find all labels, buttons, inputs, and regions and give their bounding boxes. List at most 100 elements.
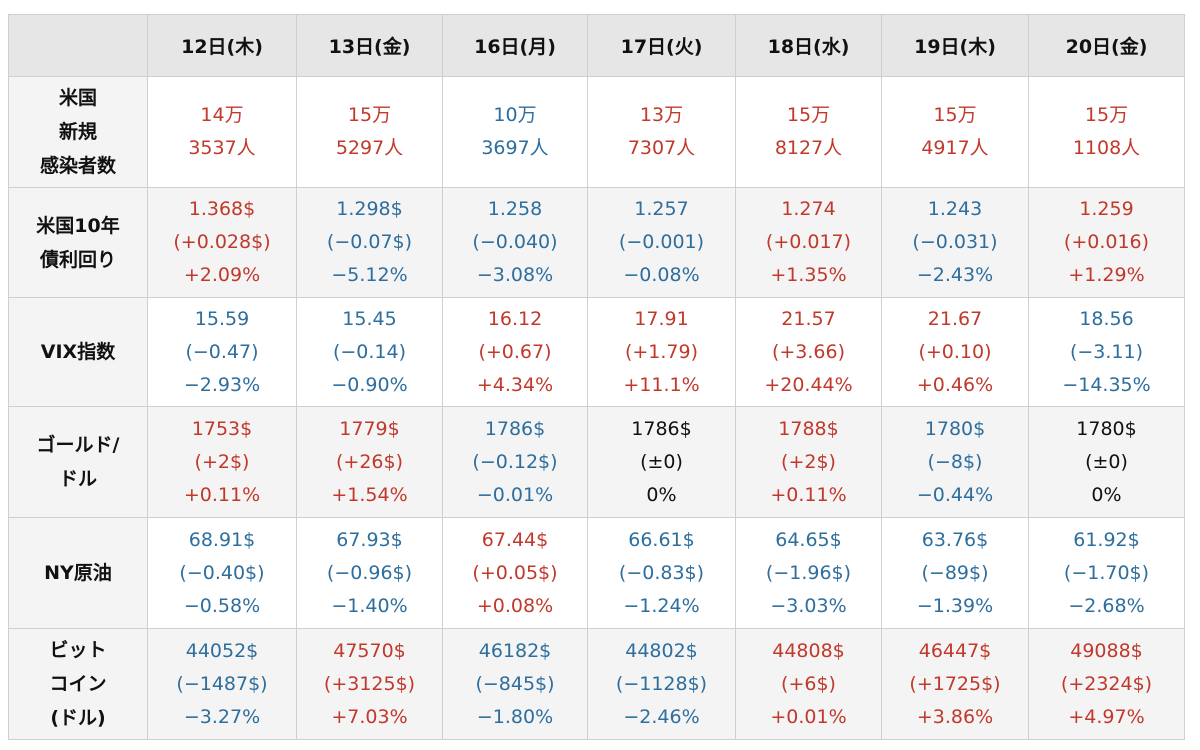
data-cell: 66.61$ (−0.83$) −1.24% bbox=[587, 517, 736, 629]
data-cell: 64.65$ (−1.96$) −3.03% bbox=[735, 517, 882, 629]
cell-value-line: −5.12% bbox=[331, 264, 408, 286]
table-row: 米国10年 債利回り 1.368$ (+0.028$) +2.09% 1.298$ (−0.… bbox=[8, 187, 1185, 298]
cell-value-line: 1780$ bbox=[1076, 417, 1137, 440]
cell-value-line: (−1.70$) bbox=[1063, 561, 1150, 584]
cell-value-line: 8127人 bbox=[774, 137, 843, 159]
cell-value-line: 1.368$ bbox=[188, 198, 256, 220]
row-header-line: 米国 bbox=[58, 87, 97, 109]
cell-value-line: 1.274 bbox=[781, 198, 836, 220]
cell-value-line: 44802$ bbox=[625, 639, 698, 662]
data-cell: 15万 1108人 bbox=[1028, 76, 1185, 188]
data-cell: 1753$ (+2$) +0.11% bbox=[147, 406, 297, 518]
cell-value-line: (+0.10) bbox=[918, 340, 992, 363]
data-cell: 21.57 (+3.66) +20.44% bbox=[735, 297, 882, 407]
column-header: 19日(木) bbox=[881, 14, 1029, 77]
cell-value-line: +0.11% bbox=[183, 483, 261, 506]
data-cell: 61.92$ (−1.70$) −2.68% bbox=[1028, 517, 1185, 629]
row-header-line: 米国10年 bbox=[36, 214, 120, 237]
cell-value-line: +2.09% bbox=[183, 264, 261, 286]
data-cell: 47570$ (+3125$) +7.03% bbox=[296, 628, 443, 740]
data-cell: 1780$ (±0) 0% bbox=[1028, 406, 1185, 518]
cell-value-line: 47570$ bbox=[333, 639, 406, 662]
cell-value-line: (+2$) bbox=[194, 450, 250, 473]
cell-value-line: −1.24% bbox=[623, 594, 700, 617]
header-corner-cell bbox=[8, 14, 148, 77]
column-header: 16日(月) bbox=[442, 14, 588, 77]
cell-value-line: (+1725$) bbox=[909, 672, 1001, 695]
data-cell: 21.67 (+0.10) +0.46% bbox=[881, 297, 1029, 407]
data-cell: 46182$ (−845$) −1.80% bbox=[442, 628, 588, 740]
data-cell: 10万 3697人 bbox=[442, 76, 588, 188]
row-header: ゴールド/ドル bbox=[8, 406, 148, 518]
cell-value-line: +0.11% bbox=[770, 483, 847, 506]
cell-value-line: (−0.001) bbox=[618, 231, 705, 253]
cell-value-line: 67.44$ bbox=[481, 528, 549, 551]
data-cell: 1.368$ (+0.028$) +2.09% bbox=[147, 187, 297, 298]
cell-value-line: 21.67 bbox=[927, 307, 983, 330]
cell-value-line: (−89$) bbox=[921, 561, 989, 584]
cell-value-line: 15万 bbox=[347, 104, 392, 126]
data-cell: 67.93$ (−0.96$) −1.40% bbox=[296, 517, 443, 629]
cell-value-line: 13万 bbox=[639, 104, 684, 126]
cell-value-line: +4.97% bbox=[1068, 705, 1145, 728]
cell-value-line: +1.29% bbox=[1068, 264, 1145, 286]
cell-value-line: 44808$ bbox=[772, 639, 845, 662]
cell-value-line: 3697人 bbox=[481, 137, 549, 159]
row-header-line: ゴールド/ bbox=[36, 434, 120, 456]
cell-value-line: 0% bbox=[1091, 483, 1122, 506]
header-row: 12日(木) 13日(金) 16日(月) 17日(火) 18日(水) 19日(木… bbox=[8, 14, 1185, 77]
cell-value-line: 46182$ bbox=[478, 639, 552, 662]
cell-value-line: 0% bbox=[646, 483, 677, 506]
cell-value-line: 10万 bbox=[493, 104, 537, 126]
cell-value-line: −0.44% bbox=[916, 483, 994, 506]
data-cell: 15万 4917人 bbox=[881, 76, 1029, 188]
cell-value-line: 14万 bbox=[200, 104, 244, 126]
cell-value-line: +1.35% bbox=[770, 264, 847, 286]
column-header: 17日(火) bbox=[587, 14, 736, 77]
cell-value-line: 1.257 bbox=[634, 198, 689, 220]
table-row: 米国 新規 感染者数 14万 3537人 15万 5297人 10万 3697人 13万 7307人… bbox=[8, 76, 1185, 188]
cell-value-line: 61.92$ bbox=[1073, 528, 1140, 551]
cell-value-line: −2.46% bbox=[623, 705, 700, 728]
data-cell: 15万 5297人 bbox=[296, 76, 443, 188]
data-cell: 44052$ (−1487$) −3.27% bbox=[147, 628, 297, 740]
cell-value-line: (−0.83$) bbox=[618, 561, 705, 584]
cell-value-line: (+0.05$) bbox=[472, 561, 558, 584]
cell-value-line: 15万 bbox=[786, 104, 831, 126]
data-cell: 1.243 (−0.031) −2.43% bbox=[881, 187, 1029, 298]
cell-value-line: (+2$) bbox=[781, 450, 836, 473]
cell-value-line: (+1.79) bbox=[624, 340, 699, 363]
data-cell: 63.76$ (−89$) −1.39% bbox=[881, 517, 1029, 629]
cell-value-line: (±0) bbox=[640, 450, 683, 473]
cell-value-line: (−8$) bbox=[927, 450, 983, 473]
cell-value-line: (−0.47) bbox=[185, 340, 259, 363]
cell-value-line: +0.01% bbox=[770, 705, 847, 728]
cell-value-line: 1.258 bbox=[487, 198, 543, 220]
cell-value-line: +0.46% bbox=[916, 373, 994, 396]
cell-value-line: −14.35% bbox=[1062, 373, 1151, 396]
cell-value-line: −0.08% bbox=[623, 264, 700, 286]
table-row: ビット コイン (ドル) 44052$ (−1487$) −3.27% 47570$ (+31… bbox=[8, 628, 1185, 740]
data-cell: 1.258 (−0.040) −3.08% bbox=[442, 187, 588, 298]
data-cell: 1.298$ (−0.07$) −5.12% bbox=[296, 187, 443, 298]
cell-value-line: 7307人 bbox=[627, 137, 696, 159]
cell-value-line: 1779$ bbox=[339, 417, 400, 440]
cell-value-line: (−0.96$) bbox=[326, 561, 413, 584]
row-header-line: ドル bbox=[58, 468, 97, 490]
cell-value-line: −0.01% bbox=[476, 483, 554, 506]
cell-value-line: +7.03% bbox=[331, 705, 408, 728]
table-row: VIX指数 15.59 (−0.47) −2.93% 15.45 (−0.14) −0.90… bbox=[8, 297, 1185, 407]
cell-value-line: +0.08% bbox=[476, 594, 554, 617]
row-header-line: NY原油 bbox=[44, 562, 112, 584]
data-cell: 44808$ (+6$) +0.01% bbox=[735, 628, 882, 740]
data-cell: 67.44$ (+0.05$) +0.08% bbox=[442, 517, 588, 629]
cell-value-line: −2.43% bbox=[916, 264, 994, 286]
cell-value-line: −3.08% bbox=[476, 264, 554, 286]
column-header: 18日(水) bbox=[735, 14, 882, 77]
cell-value-line: −1.40% bbox=[331, 594, 408, 617]
cell-value-line: −1.80% bbox=[476, 705, 554, 728]
data-cell: 1786$ (±0) 0% bbox=[587, 406, 736, 518]
table-row: ゴールド/ドル 1753$ (+2$) +0.11% 1779$ (+26$) +1.54%… bbox=[8, 406, 1185, 518]
cell-value-line: (−3.11) bbox=[1069, 340, 1144, 363]
cell-value-line: (+0.016) bbox=[1063, 231, 1150, 253]
